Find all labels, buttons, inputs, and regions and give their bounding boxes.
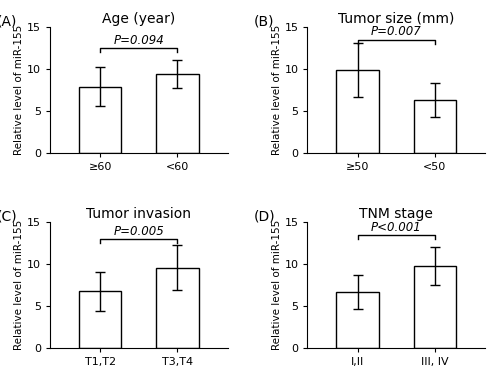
Bar	[336, 292, 379, 348]
Bar	[79, 87, 122, 153]
Text: P<0.001: P<0.001	[371, 221, 422, 234]
Bar	[336, 70, 379, 153]
Title: Tumor invasion: Tumor invasion	[86, 207, 192, 221]
Text: (A): (A)	[0, 14, 17, 29]
Y-axis label: Relative level of miR-155: Relative level of miR-155	[272, 25, 281, 155]
Y-axis label: Relative level of miR-155: Relative level of miR-155	[14, 220, 24, 351]
Text: (B): (B)	[254, 14, 274, 29]
Y-axis label: Relative level of miR-155: Relative level of miR-155	[272, 220, 281, 351]
Text: P=0.007: P=0.007	[371, 26, 422, 38]
Text: P=0.094: P=0.094	[114, 34, 164, 47]
Bar	[414, 100, 456, 153]
Title: Tumor size (mm): Tumor size (mm)	[338, 12, 454, 26]
Title: TNM stage: TNM stage	[360, 207, 433, 221]
Text: (D): (D)	[254, 210, 276, 224]
Y-axis label: Relative level of miR-155: Relative level of miR-155	[14, 25, 24, 155]
Bar	[79, 291, 122, 348]
Title: Age (year): Age (year)	[102, 12, 176, 26]
Text: (C): (C)	[0, 210, 18, 224]
Bar	[156, 74, 198, 153]
Bar	[156, 268, 198, 348]
Bar	[414, 266, 456, 348]
Text: P=0.005: P=0.005	[114, 225, 164, 238]
